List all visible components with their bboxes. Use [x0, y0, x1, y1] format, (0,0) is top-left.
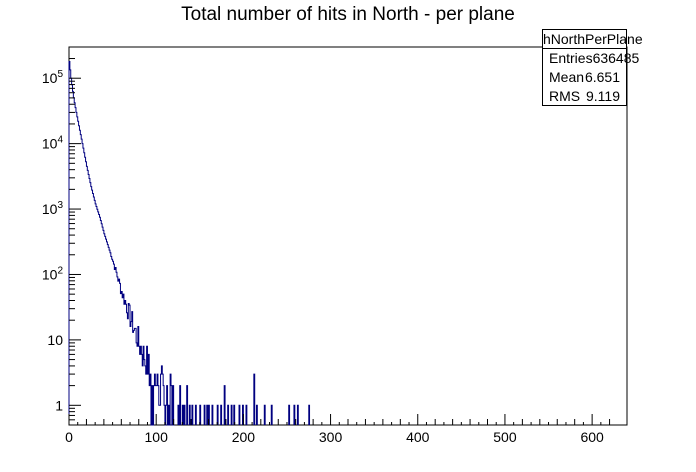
- x-tick-label: 500: [493, 429, 517, 445]
- x-tick-label: 600: [580, 429, 604, 445]
- x-tick-label: 200: [232, 429, 256, 445]
- stats-mean-label: Mean: [549, 69, 585, 85]
- y-tick-label: 1: [55, 397, 63, 413]
- x-tick-label: 0: [65, 429, 73, 445]
- y-tick-label: 104: [42, 135, 64, 152]
- stats-row-mean: Mean 6.651: [543, 68, 626, 87]
- stats-row-rms: RMS 9.119: [543, 87, 626, 106]
- histogram-series: [69, 62, 310, 425]
- histogram-layer: [69, 62, 310, 425]
- x-tick-label: 100: [145, 429, 169, 445]
- y-tick-label: 103: [42, 200, 64, 217]
- stats-histogram-name: hNorthPerPlane: [543, 31, 643, 49]
- stats-mean-value: 6.651: [584, 69, 620, 85]
- stats-entries-value: 636485: [592, 50, 640, 66]
- y-tick-label: 10: [47, 332, 63, 348]
- histogram-line: [69, 62, 310, 425]
- y-axis-ticks: 1 10 102 103 104 105: [42, 46, 81, 426]
- x-tick-label: 400: [406, 429, 430, 445]
- y-tick-label: 105: [42, 69, 64, 86]
- stats-row-entries: Entries 636485: [543, 49, 639, 68]
- stats-box: hNorthPerPlane Entries 636485 Mean 6.651…: [542, 29, 643, 106]
- x-axis-ticks: 0 100 200 300 400 500 600: [65, 414, 611, 445]
- chart-title: Total number of hits in North - per plan…: [181, 4, 515, 25]
- x-tick-label: 300: [319, 429, 343, 445]
- y-tick-label: 102: [42, 265, 64, 282]
- stats-rms-value: 9.119: [586, 88, 620, 104]
- stats-rms-label: RMS: [549, 88, 581, 104]
- stats-entries-label: Entries: [549, 50, 593, 66]
